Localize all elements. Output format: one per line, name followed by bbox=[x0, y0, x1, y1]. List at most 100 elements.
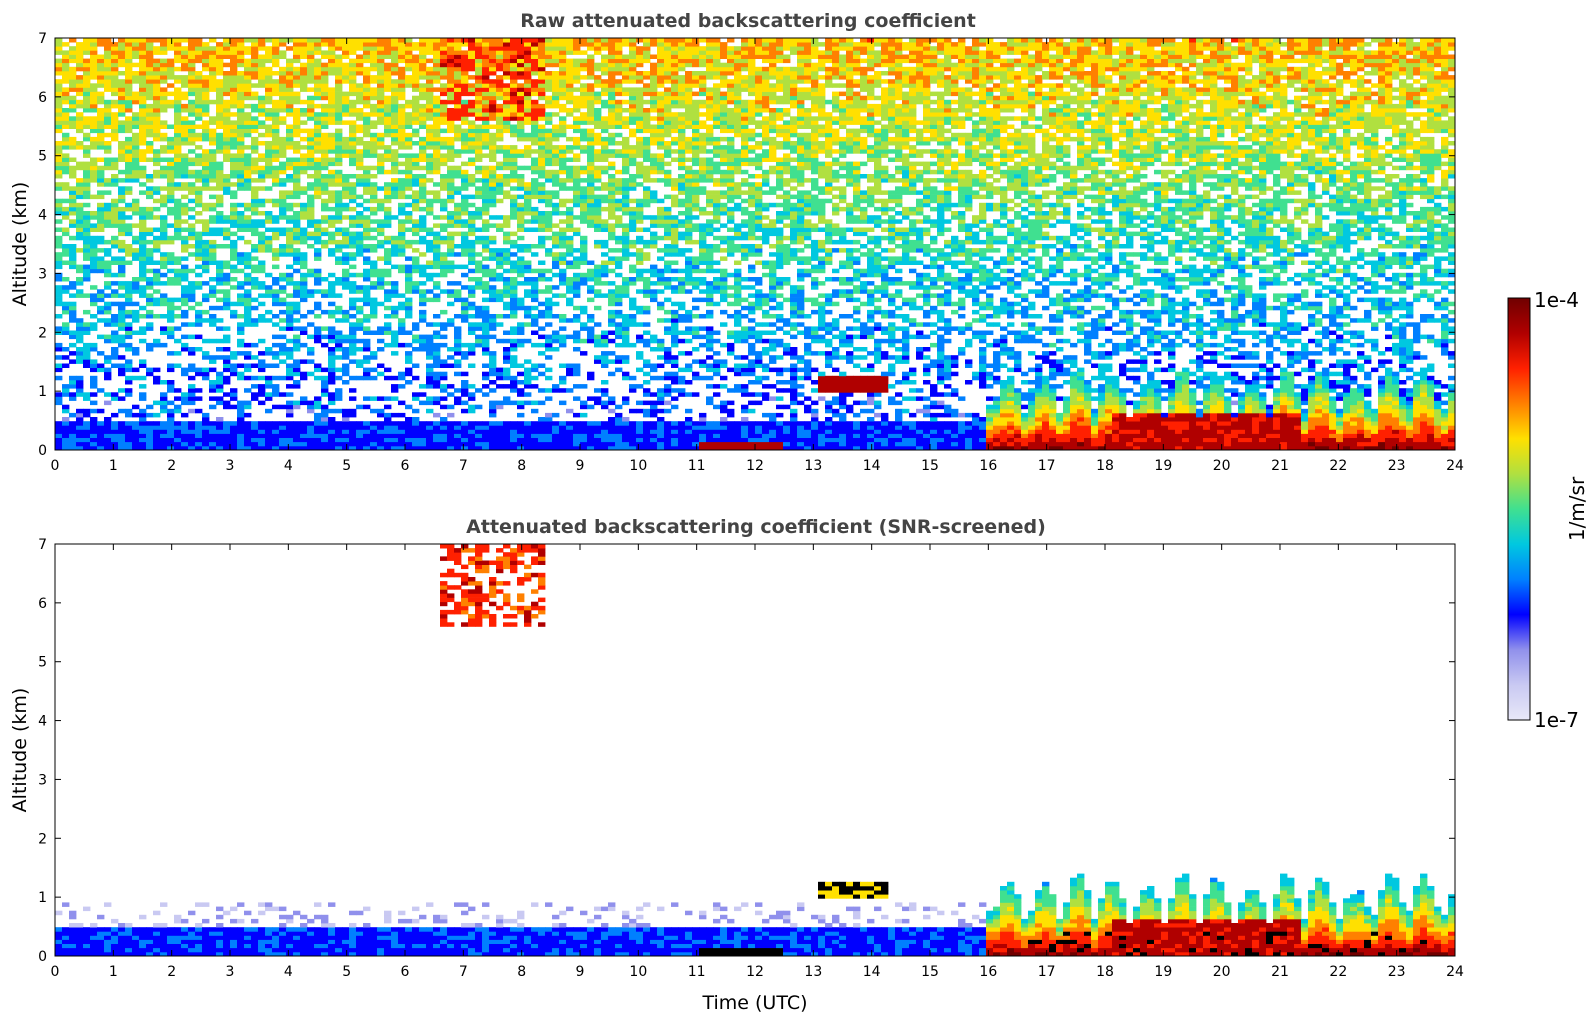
heatmap-cell bbox=[447, 219, 455, 224]
heatmap-cell bbox=[524, 66, 532, 72]
heatmap-cell bbox=[209, 132, 217, 138]
heatmap-cell bbox=[90, 363, 98, 368]
heatmap-cell bbox=[454, 153, 462, 158]
heatmap-cell bbox=[454, 334, 462, 340]
heatmap-cell bbox=[489, 400, 497, 406]
heatmap-cell bbox=[419, 206, 427, 212]
heatmap-cell bbox=[349, 174, 357, 179]
heatmap-cell bbox=[363, 289, 371, 294]
heatmap-cell bbox=[265, 124, 273, 129]
heatmap-cell bbox=[83, 215, 91, 220]
heatmap-cell bbox=[363, 227, 371, 232]
heatmap-cell bbox=[482, 116, 490, 121]
heatmap-cell bbox=[55, 293, 63, 298]
heatmap-cell bbox=[363, 297, 371, 303]
heatmap-cell bbox=[139, 108, 147, 113]
heatmap-cell bbox=[461, 75, 469, 80]
heatmap-cell bbox=[139, 330, 147, 335]
heatmap-cell bbox=[531, 206, 539, 212]
heatmap-cell bbox=[265, 108, 273, 113]
heatmap-cell bbox=[195, 103, 203, 109]
heatmap-cell bbox=[342, 281, 350, 286]
heatmap-cell bbox=[468, 429, 476, 434]
heatmap-cell bbox=[97, 182, 105, 187]
heatmap-cell bbox=[300, 285, 308, 290]
heatmap-cell bbox=[104, 103, 112, 109]
heatmap-cell bbox=[510, 211, 518, 216]
heatmap-cell bbox=[321, 198, 329, 204]
heatmap-cell bbox=[426, 363, 434, 368]
heatmap-cell bbox=[405, 157, 413, 162]
heatmap-cell bbox=[398, 182, 406, 187]
heatmap-cell bbox=[482, 309, 490, 315]
heatmap-cell bbox=[195, 108, 203, 113]
heatmap-cell bbox=[139, 112, 147, 117]
heatmap-cell bbox=[90, 95, 98, 101]
heatmap-cell bbox=[370, 301, 378, 307]
heatmap-cell bbox=[62, 71, 70, 76]
heatmap-cell bbox=[230, 285, 238, 290]
heatmap-cell bbox=[76, 223, 84, 228]
heatmap-cell bbox=[356, 347, 364, 352]
heatmap-cell bbox=[188, 54, 196, 59]
heatmap-cell bbox=[307, 161, 315, 167]
heatmap-cell bbox=[202, 219, 210, 224]
heatmap-cell bbox=[125, 392, 133, 397]
heatmap-cell bbox=[482, 112, 490, 117]
heatmap-cell bbox=[426, 50, 434, 55]
heatmap-cell bbox=[447, 190, 455, 195]
heatmap-cell bbox=[62, 87, 70, 92]
heatmap-cell bbox=[538, 301, 546, 307]
heatmap-cell bbox=[482, 305, 490, 311]
heatmap-cell bbox=[559, 91, 567, 97]
heatmap-cell bbox=[146, 301, 154, 307]
heatmap-cell bbox=[531, 190, 539, 195]
heatmap-cell bbox=[531, 330, 539, 335]
heatmap-cell bbox=[139, 136, 147, 142]
heatmap-cell bbox=[90, 252, 98, 257]
heatmap-cell bbox=[167, 421, 175, 426]
heatmap-cell bbox=[153, 244, 161, 249]
heatmap-cell bbox=[552, 54, 560, 59]
heatmap-cell bbox=[475, 128, 483, 134]
heatmap-cell bbox=[321, 202, 329, 208]
heatmap-cell bbox=[139, 417, 147, 422]
heatmap-cell bbox=[293, 239, 301, 245]
heatmap-cell bbox=[559, 211, 567, 216]
heatmap-cell bbox=[97, 293, 105, 298]
heatmap-cell bbox=[440, 46, 448, 51]
heatmap-cell bbox=[503, 149, 511, 154]
heatmap-cell bbox=[139, 174, 147, 179]
heatmap-cell bbox=[566, 363, 574, 368]
heatmap-cell bbox=[139, 256, 147, 261]
heatmap-cell bbox=[510, 314, 518, 319]
heatmap-cell bbox=[363, 174, 371, 179]
heatmap-cell bbox=[440, 322, 448, 327]
heatmap-cell bbox=[90, 260, 98, 265]
heatmap-cell bbox=[566, 301, 574, 307]
heatmap-cell bbox=[286, 408, 294, 414]
heatmap-cell bbox=[244, 412, 252, 418]
heatmap-cell bbox=[517, 136, 525, 142]
heatmap-cell bbox=[83, 355, 91, 360]
heatmap-cell bbox=[363, 235, 371, 241]
heatmap-cell bbox=[524, 227, 532, 232]
heatmap-cell bbox=[482, 42, 490, 47]
heatmap-cell bbox=[286, 429, 294, 434]
heatmap-cell bbox=[181, 227, 189, 232]
heatmap-cell bbox=[125, 359, 133, 364]
heatmap-cell bbox=[195, 174, 203, 179]
heatmap-cell bbox=[244, 46, 252, 51]
heatmap-cell bbox=[307, 182, 315, 187]
heatmap-cell bbox=[272, 404, 280, 410]
heatmap-cell bbox=[461, 182, 469, 187]
heatmap-cell bbox=[538, 289, 546, 294]
heatmap-cell bbox=[279, 202, 287, 208]
heatmap-cell bbox=[335, 318, 343, 323]
heatmap-cell bbox=[97, 437, 105, 443]
heatmap-cell bbox=[433, 161, 441, 167]
heatmap-cell bbox=[167, 388, 175, 393]
heatmap-cell bbox=[174, 124, 182, 129]
heatmap-cell bbox=[377, 108, 385, 113]
heatmap-cell bbox=[279, 277, 287, 282]
